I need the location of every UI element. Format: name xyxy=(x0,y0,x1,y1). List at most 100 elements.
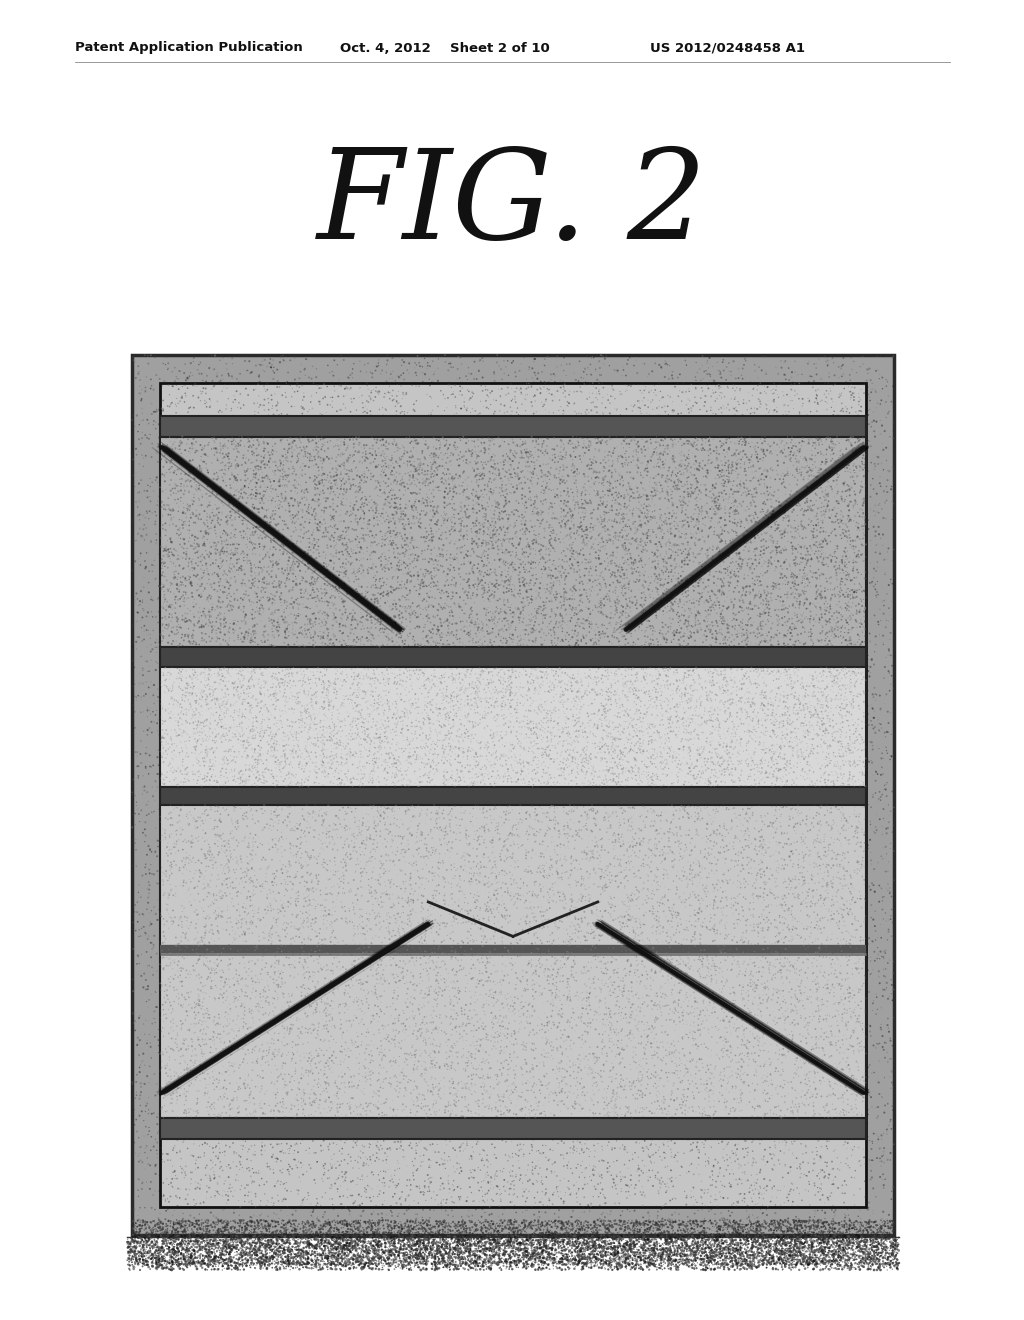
Point xyxy=(655,1076,672,1097)
Point xyxy=(779,1249,796,1270)
Point xyxy=(627,746,643,767)
Point xyxy=(490,817,507,838)
Point xyxy=(211,1226,227,1247)
Point xyxy=(728,1251,744,1272)
Point xyxy=(586,884,602,906)
Point xyxy=(373,436,389,457)
Point xyxy=(298,1053,314,1074)
Point xyxy=(796,1039,812,1060)
Point xyxy=(336,455,352,477)
Point xyxy=(607,388,624,409)
Point xyxy=(830,747,847,768)
Point xyxy=(555,1024,571,1045)
Point xyxy=(384,581,400,602)
Point xyxy=(660,1246,677,1267)
Point xyxy=(321,825,337,846)
Point xyxy=(793,1034,809,1055)
Point xyxy=(543,1110,559,1131)
Point xyxy=(849,832,865,853)
Point xyxy=(404,1094,421,1115)
Point xyxy=(665,609,681,630)
Point xyxy=(132,1137,148,1158)
Point xyxy=(617,441,634,462)
Point xyxy=(596,1077,612,1098)
Point xyxy=(662,503,678,524)
Point xyxy=(388,1241,404,1262)
Point xyxy=(371,1242,387,1263)
Point xyxy=(489,1176,506,1197)
Point xyxy=(740,1221,757,1242)
Point xyxy=(387,998,403,1019)
Point xyxy=(416,929,432,950)
Point xyxy=(828,774,845,795)
Point xyxy=(746,850,763,871)
Point xyxy=(301,1105,317,1126)
Point xyxy=(601,801,617,822)
Point xyxy=(144,1220,161,1241)
Point xyxy=(300,969,316,990)
Point xyxy=(777,401,794,422)
Point xyxy=(666,684,682,705)
Point xyxy=(141,656,158,677)
Point xyxy=(672,1220,688,1241)
Point xyxy=(806,484,822,506)
Point xyxy=(426,697,442,718)
Point xyxy=(285,731,301,752)
Point xyxy=(781,923,798,944)
Point xyxy=(617,822,634,843)
Point xyxy=(466,554,482,576)
Point xyxy=(677,1085,693,1106)
Point xyxy=(814,1159,830,1180)
Point xyxy=(607,1220,624,1241)
Point xyxy=(356,461,373,482)
Point xyxy=(418,1008,434,1030)
Point xyxy=(138,795,155,816)
Point xyxy=(635,723,651,744)
Point xyxy=(535,1237,551,1258)
Point xyxy=(177,1250,194,1271)
Point xyxy=(329,756,345,777)
Point xyxy=(437,912,454,933)
Point xyxy=(604,664,621,685)
Point xyxy=(852,771,868,792)
Point xyxy=(597,1167,613,1188)
Point xyxy=(426,1254,442,1275)
Point xyxy=(353,619,370,640)
Point xyxy=(498,1258,514,1279)
Point xyxy=(787,546,804,568)
Point xyxy=(695,676,712,697)
Point xyxy=(591,1237,607,1258)
Point xyxy=(430,457,446,478)
Point xyxy=(144,433,161,454)
Point xyxy=(598,875,614,896)
Point xyxy=(337,554,353,576)
Point xyxy=(205,1138,221,1159)
Point xyxy=(847,891,863,912)
Point xyxy=(437,1057,454,1078)
Point xyxy=(380,1007,396,1028)
Point xyxy=(280,880,296,902)
Point xyxy=(179,598,196,619)
Point xyxy=(801,1047,817,1068)
Point xyxy=(180,552,197,573)
Point xyxy=(739,1045,756,1067)
Point xyxy=(328,462,344,483)
Point xyxy=(443,858,460,879)
Point xyxy=(419,697,435,718)
Point xyxy=(282,535,298,556)
Point xyxy=(461,1200,477,1221)
Point xyxy=(522,471,539,492)
Point xyxy=(222,1229,239,1250)
Point xyxy=(552,524,568,545)
Point xyxy=(171,676,187,697)
Point xyxy=(755,767,771,788)
Point xyxy=(377,494,393,515)
Point xyxy=(526,532,543,553)
Point xyxy=(803,619,819,640)
Point xyxy=(398,1196,415,1217)
Point xyxy=(606,1251,623,1272)
Point xyxy=(743,755,760,776)
Point xyxy=(769,686,785,708)
Point xyxy=(236,498,252,519)
Point xyxy=(337,896,353,917)
